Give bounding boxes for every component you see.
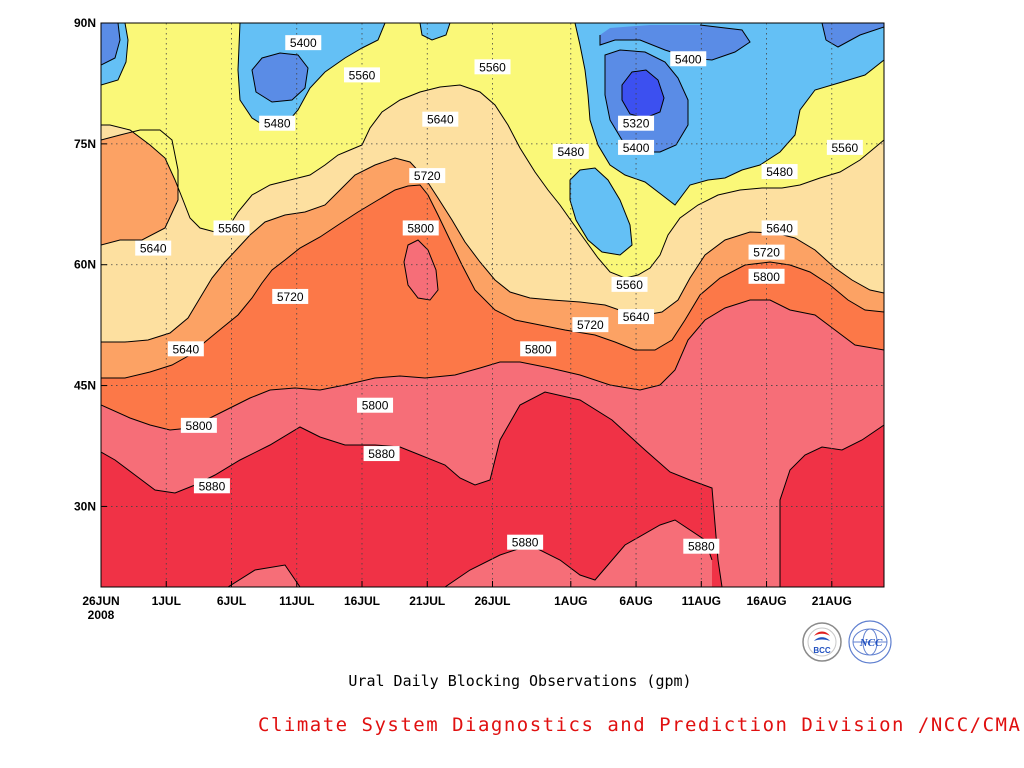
contour-label: 5640	[140, 242, 167, 256]
contour-label-bg	[520, 341, 557, 357]
chart-caption: Ural Daily Blocking Observations (gpm)	[348, 672, 692, 690]
contour-label: 5640	[427, 113, 454, 127]
contour-label: 5480	[557, 145, 584, 159]
x-tick-label: 11JUL	[279, 594, 314, 608]
contour-label-bg	[761, 220, 798, 236]
x-tick-label: 16JUL	[344, 594, 380, 608]
contour-label-bg	[618, 139, 655, 155]
contour-label: 5880	[368, 447, 395, 461]
svg-text:NCC: NCC	[859, 637, 883, 649]
x-tick-label: 21AUG	[812, 594, 852, 608]
y-tick-label: 30N	[74, 499, 96, 513]
contour-label-bg	[826, 139, 863, 155]
contour-label-bg	[683, 538, 720, 554]
band-below-5320	[622, 70, 664, 118]
y-tick-label: 75N	[74, 137, 96, 151]
contour-label: 5400	[623, 141, 650, 155]
contour-label: 5640	[172, 342, 199, 356]
x-tick-label: 21JUL	[409, 594, 445, 608]
contour-label-bg	[670, 51, 707, 67]
contour-label: 5880	[199, 479, 226, 493]
contour-label: 5480	[264, 117, 291, 131]
contour-label-bg	[748, 268, 785, 284]
x-tick-label: 1AUG	[554, 594, 587, 608]
contour-label-bg	[572, 317, 609, 333]
contour-label: 5400	[290, 36, 317, 50]
contour-label-bg	[402, 220, 439, 236]
contour-label-bg	[761, 164, 798, 180]
contour-label: 5880	[688, 540, 715, 554]
contour-lines	[101, 23, 884, 587]
contour-label: 5720	[277, 290, 304, 304]
contour-label-bg	[552, 143, 589, 159]
contour-label: 5560	[616, 278, 643, 292]
contour-label-bg	[618, 309, 655, 325]
band-5320-5400-north	[252, 53, 308, 102]
contour-label-bg	[259, 115, 296, 131]
contour-label-bg	[748, 244, 785, 260]
contour-label: 5880	[512, 536, 539, 550]
grid-lines	[101, 23, 884, 587]
bcc-logo: BCC	[802, 622, 842, 662]
contour-labels: 5400 5560 5560 5400 5480 5640 5320 5400 5480 5560…	[135, 35, 863, 554]
contour-label-bg	[363, 446, 400, 462]
contour-label: 5800	[753, 270, 780, 284]
contour-label-bg	[285, 35, 322, 51]
contour-label-bg	[474, 59, 511, 75]
contour-label-bg	[611, 276, 648, 292]
contour-label: 5400	[675, 52, 702, 66]
band-5320-5400-nw	[101, 23, 120, 65]
contour-label-bg	[409, 168, 446, 184]
contour-label: 5800	[186, 419, 213, 433]
x-tick-label: 6JUL	[217, 594, 246, 608]
contour-label: 5640	[623, 310, 650, 324]
contour-label-bg	[507, 534, 544, 550]
contour-label: 5560	[479, 60, 506, 74]
year-label: 2008	[88, 608, 115, 622]
ncc-logo: NCC	[848, 620, 892, 664]
svg-text:BCC: BCC	[813, 646, 831, 655]
contour-label: 5720	[753, 246, 780, 260]
x-tick-label: 11AUG	[682, 594, 721, 608]
x-axis: 26JUN 1JUL 6JUL 11JUL 16JUL 21JUL 26JUL 1AUG 6AU…	[82, 581, 852, 608]
y-tick-label: 60N	[74, 258, 96, 272]
contour-label-bg	[193, 478, 230, 494]
band-5320-5400-ne	[822, 23, 884, 47]
contour-label: 5720	[577, 318, 604, 332]
contour-label: 5800	[407, 221, 434, 235]
y-axis: 30N 45N 60N 75N 90N	[74, 16, 107, 513]
contour-label-bg	[618, 115, 655, 131]
contour-label: 5800	[362, 399, 389, 413]
contour-label: 5320	[623, 117, 650, 131]
x-tick-label: 26JUL	[474, 594, 510, 608]
contour-label-bg	[344, 67, 380, 83]
contour-label-bg	[357, 397, 394, 413]
x-tick-label: 16AUG	[747, 594, 787, 608]
y-tick-label: 90N	[74, 16, 96, 30]
contour-label: 5480	[766, 165, 793, 179]
contour-label: 5560	[218, 221, 245, 235]
contour-label-bg	[135, 240, 172, 256]
contour-label: 5560	[831, 141, 858, 155]
contour-label: 5720	[414, 169, 441, 183]
contour-chart: 26JUN 1JUL 6JUL 11JUL 16JUL 21JUL 26JUL 1AUG 6AU…	[74, 16, 885, 622]
logos: BCC NCC	[802, 620, 892, 664]
contour-label-bg	[422, 111, 459, 127]
x-tick-label: 1JUL	[152, 594, 181, 608]
contour-label: 5800	[525, 342, 552, 356]
contour-label-bg	[180, 417, 217, 433]
contour-label: 5560	[349, 68, 376, 82]
contour-label: 5640	[766, 221, 793, 235]
contour-label-bg	[167, 341, 204, 357]
band-5400-5480-island	[570, 168, 632, 255]
contour-label-bg	[213, 220, 250, 236]
x-tick-label: 6AUG	[619, 594, 652, 608]
band-5640-5720-west	[101, 130, 178, 245]
band-5800-5880-south	[228, 520, 712, 587]
contour-label-bg	[272, 288, 309, 304]
y-tick-label: 45N	[74, 379, 96, 393]
band-5320-5400-east	[600, 25, 750, 60]
x-tick-label: 26JUN	[82, 594, 119, 608]
credit-line: Climate System Diagnostics and Predictio…	[258, 714, 1022, 736]
